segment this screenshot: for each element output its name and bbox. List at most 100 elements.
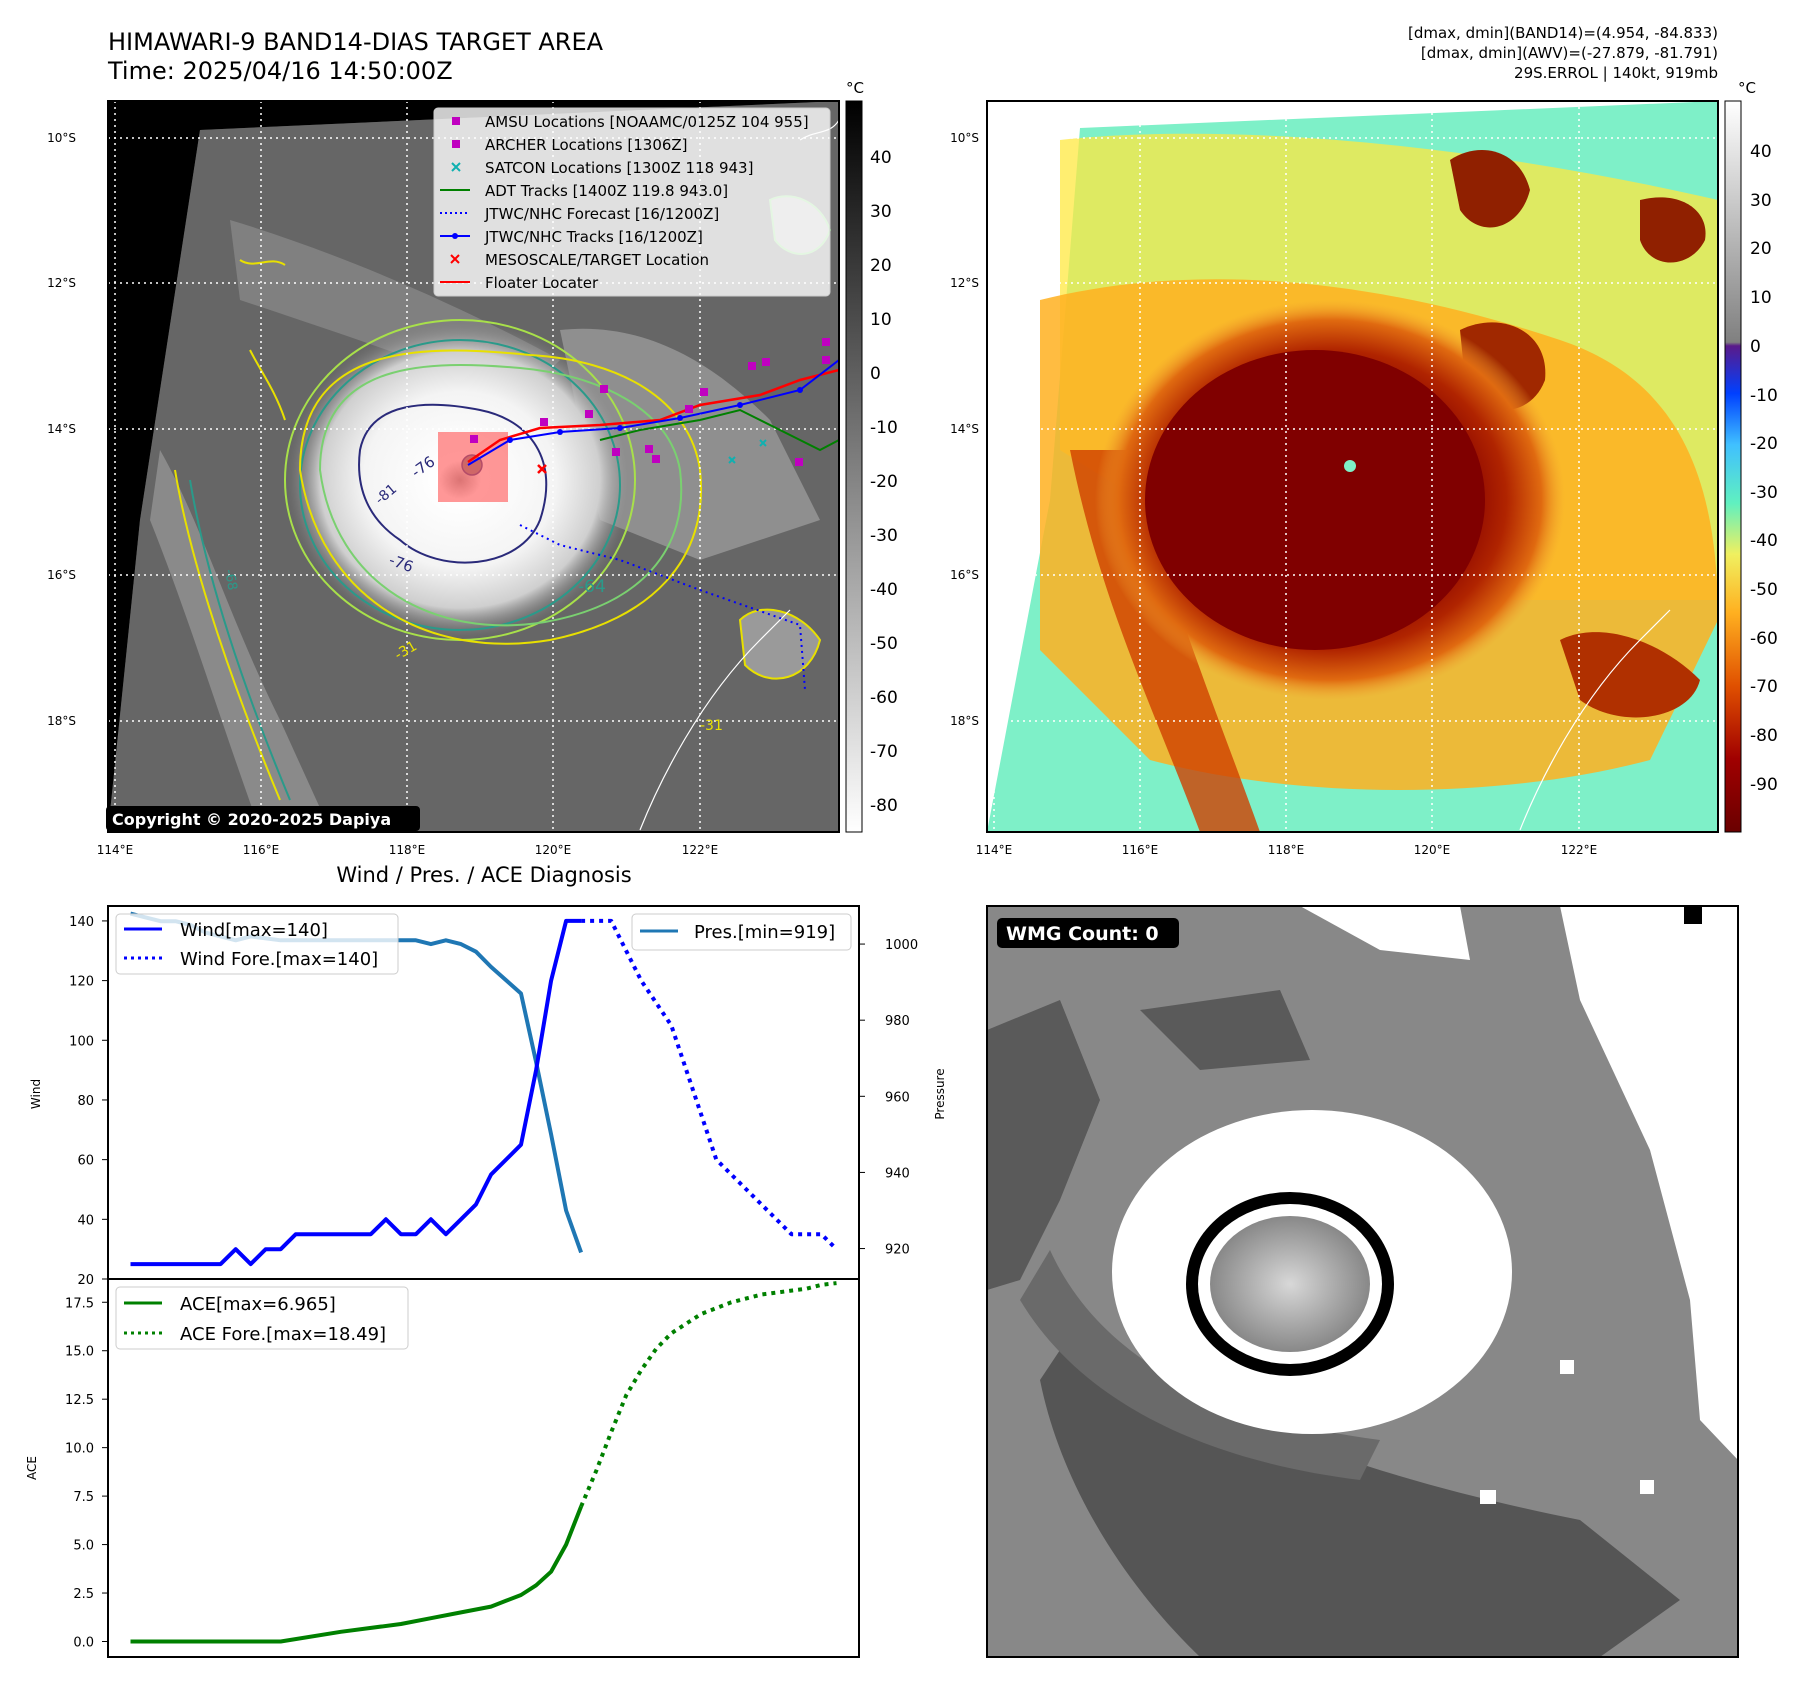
satcon-markers xyxy=(728,439,767,464)
legend-amsu-swatch xyxy=(452,117,460,125)
pressure-axis-ticks: 920 940 960 980 1000 xyxy=(859,938,918,1258)
ace-tick-label: 7.5 xyxy=(73,1490,94,1505)
ir-colorbar-tick: 40 xyxy=(870,148,892,168)
wind-tick-label: 140 xyxy=(69,915,94,930)
awv-lon-label: 114°E xyxy=(976,843,1013,857)
ace-series-group xyxy=(130,1281,837,1644)
legend-satcon-swatch xyxy=(451,162,461,172)
figure-time: Time: 2025/04/16 14:50:00Z xyxy=(108,57,453,85)
ir-colorbar-tick: 0 xyxy=(870,364,881,384)
ir-lon-label: 120°E xyxy=(535,843,572,857)
awv-map-gridlines xyxy=(987,101,1718,832)
contour-label-5: -31 xyxy=(700,718,723,734)
awv-colorbar-unit: °C xyxy=(1738,79,1756,97)
ir-colorbar-tick: -40 xyxy=(870,580,898,600)
wind-tick-label: 60 xyxy=(77,1154,94,1169)
wind-tick-label: 40 xyxy=(77,1213,94,1228)
legend-label-floater: Floater Locater xyxy=(485,274,599,292)
pressure-tick-label: 980 xyxy=(885,1014,910,1029)
awv-colorbar: °C 40 30 20 10 0 -10 -20 -30 -40 -50 -60… xyxy=(1724,79,1778,833)
pressure-tick-label: 1000 xyxy=(885,938,918,953)
ir-colorbar-tick: -50 xyxy=(870,634,898,654)
pressure-tick-label: 940 xyxy=(885,1166,910,1181)
awv-colorbar-tick: -80 xyxy=(1750,726,1778,746)
wind-axis-ticks: 20 40 60 80 100 120 140 xyxy=(69,915,108,1288)
storm-info: 29S.ERROL | 140kt, 919mb xyxy=(1514,64,1718,82)
ir-map-lon-labels: 114°E 116°E 118°E 120°E 122°E xyxy=(97,843,719,857)
awv-map-panel xyxy=(987,101,1718,832)
wind-series-line xyxy=(130,918,582,1267)
legend-label-amsu: AMSU Locations [NOAAMC/0125Z 104 955] xyxy=(485,113,809,131)
wind-tick-label: 80 xyxy=(77,1094,94,1109)
awv-colorbar-tick: -20 xyxy=(1750,434,1778,454)
awv-map-frame xyxy=(986,100,1719,833)
ace-axis-label: ACE xyxy=(25,1456,39,1480)
ir-colorbar-tick: 20 xyxy=(870,256,892,276)
ace-tick-label: 0.0 xyxy=(73,1635,94,1650)
awv-eye xyxy=(1344,460,1356,472)
ir-colorbar-tick: -30 xyxy=(870,526,898,546)
ace-legend: ACE[max=6.965] ACE Fore.[max=18.49] xyxy=(115,1286,409,1350)
wmg-eye xyxy=(1210,1216,1370,1352)
jtwc-forecast-track xyxy=(519,524,806,691)
ir-colorbar-tick: -10 xyxy=(870,418,898,438)
legend-label-target: MESOSCALE/TARGET Location xyxy=(485,251,709,269)
ace-tick-label: 5.0 xyxy=(73,1539,94,1554)
awv-colorbar-tick: -40 xyxy=(1750,531,1778,551)
awv-lat-label: 18°S xyxy=(950,714,979,728)
ir-colorbar-tick: -80 xyxy=(870,796,898,816)
ace-tick-label: 2.5 xyxy=(73,1587,94,1602)
copyright-badge: Copyright © 2020-2025 Dapiya xyxy=(106,806,420,831)
ir-lat-label: 16°S xyxy=(47,568,76,582)
contour-label-7: -68 xyxy=(221,568,239,592)
awv-lat-label: 12°S xyxy=(950,276,979,290)
legend-target-swatch xyxy=(450,254,460,264)
pressure-tick-label: 920 xyxy=(885,1243,910,1258)
awv-lon-label: 122°E xyxy=(1561,843,1598,857)
ace-tick-label: 10.0 xyxy=(65,1442,94,1457)
wmg-count-label: WMG Count: 0 xyxy=(1006,923,1159,945)
ir-lat-label: 12°S xyxy=(47,276,76,290)
ir-colorbar-tick: -60 xyxy=(870,688,898,708)
ir-colorbar-unit: °C xyxy=(846,79,864,97)
legend-archer-swatch xyxy=(452,140,460,148)
awv-lon-label: 120°E xyxy=(1414,843,1451,857)
ir-lon-label: 114°E xyxy=(97,843,134,857)
dmax-awv: [dmax, dmin](AWV)=(-27.879, -81.791) xyxy=(1420,44,1718,62)
wmg-count-badge: WMG Count: 0 xyxy=(997,918,1179,948)
wmg-panel xyxy=(987,906,1738,1657)
wind-legend: Wind[max=140] Wind Fore.[max=140] xyxy=(115,913,399,975)
awv-lon-label: 118°E xyxy=(1268,843,1305,857)
wind-tick-label: 20 xyxy=(77,1273,94,1288)
awv-colorbar-tick: 40 xyxy=(1750,142,1772,162)
legend-label-forecast: JTWC/NHC Forecast [16/1200Z] xyxy=(484,205,719,223)
ace-axis-ticks: 0.0 2.5 5.0 7.5 10.0 12.5 15.0 17.5 xyxy=(65,1296,108,1650)
figure-title: HIMAWARI-9 BAND14-DIAS TARGET AREA xyxy=(108,28,604,56)
awv-colorbar-tick: 30 xyxy=(1750,191,1772,211)
legend-label-adt: ADT Tracks [1400Z 119.8 943.0] xyxy=(485,182,728,200)
ace-series-line xyxy=(130,1505,583,1644)
ace-tick-label: 12.5 xyxy=(65,1393,94,1408)
ir-lon-label: 122°E xyxy=(682,843,719,857)
legend-wind-fore-label: Wind Fore.[max=140] xyxy=(180,949,378,970)
wind-axis-label: Wind xyxy=(29,1079,43,1109)
legend-wind-label: Wind[max=140] xyxy=(180,920,328,941)
ir-colorbar-tick: -20 xyxy=(870,472,898,492)
awv-colorbar-tick: -70 xyxy=(1750,677,1778,697)
ir-lat-label: 18°S xyxy=(47,714,76,728)
ir-lat-label: 14°S xyxy=(47,422,76,436)
ir-colorbar-tick: 10 xyxy=(870,310,892,330)
awv-colorbar-tick: -30 xyxy=(1750,483,1778,503)
copyright-text: Copyright © 2020-2025 Dapiya xyxy=(112,810,391,829)
floater-track xyxy=(467,368,839,464)
ir-colorbar-tick: 30 xyxy=(870,202,892,222)
adt-track xyxy=(599,408,839,452)
target-location-marker xyxy=(537,464,547,474)
ir-colorbar-tick: -70 xyxy=(870,742,898,762)
awv-colorbar-tick: 0 xyxy=(1750,337,1761,357)
diagnosis-title: Wind / Pres. / ACE Diagnosis xyxy=(336,863,631,887)
contour-label-2: -64 xyxy=(578,577,606,597)
pressure-tick-label: 960 xyxy=(885,1090,910,1105)
wind-tick-label: 100 xyxy=(69,1034,94,1049)
